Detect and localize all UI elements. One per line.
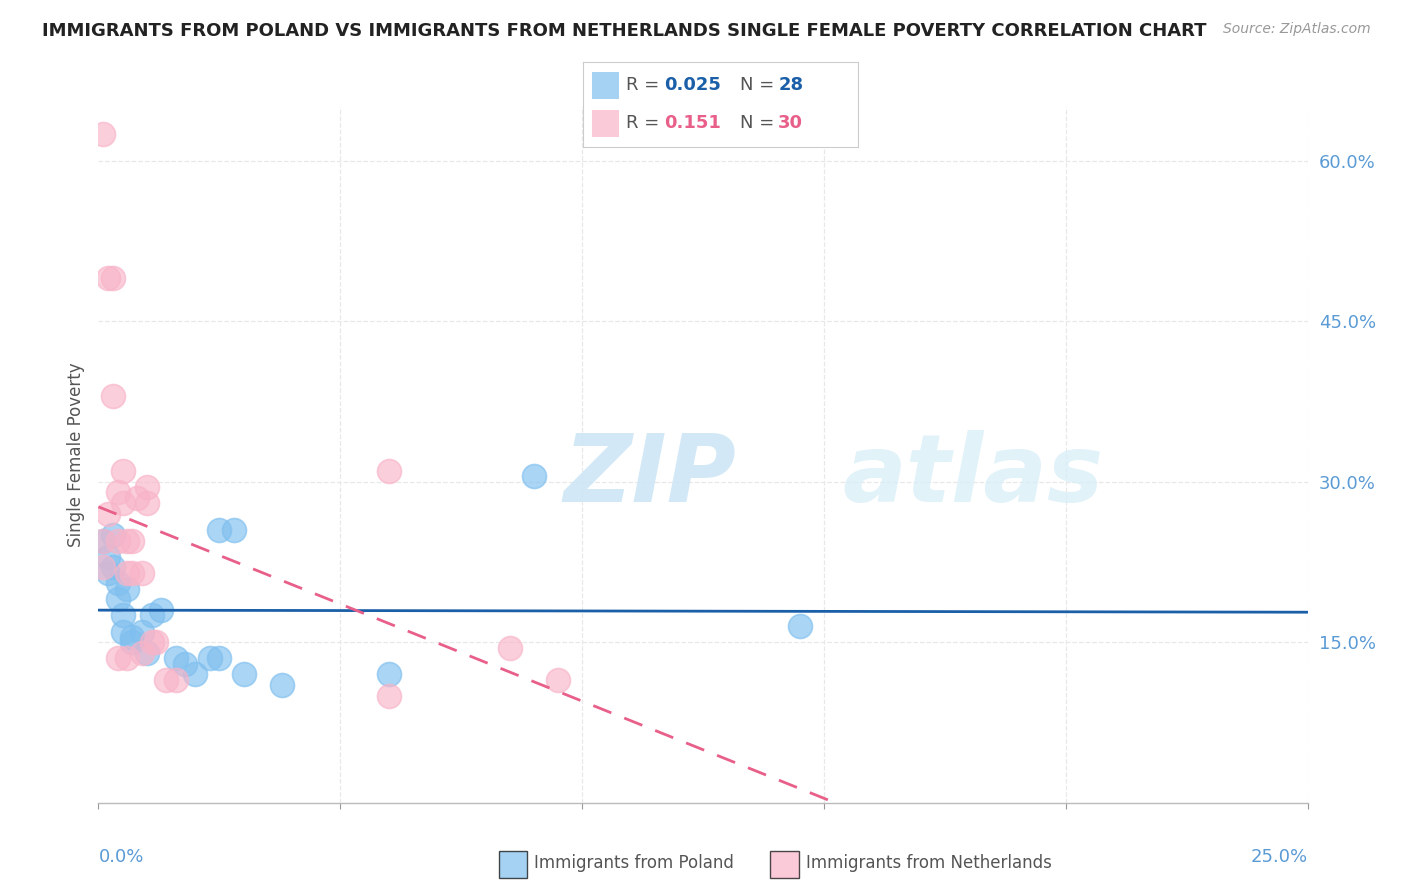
Text: 30: 30 xyxy=(778,114,803,132)
Point xyxy=(97,549,120,564)
Point xyxy=(91,533,114,548)
Point xyxy=(155,673,177,687)
Text: N =: N = xyxy=(740,114,780,132)
Point xyxy=(117,533,139,548)
Bar xyxy=(592,110,619,137)
Point xyxy=(101,389,124,403)
Text: Immigrants from Poland: Immigrants from Poland xyxy=(534,855,734,872)
Text: 25.0%: 25.0% xyxy=(1250,848,1308,866)
Point xyxy=(145,635,167,649)
Point xyxy=(523,469,546,483)
Point xyxy=(789,619,811,633)
Text: 28: 28 xyxy=(778,77,803,95)
Point xyxy=(232,667,254,681)
Point xyxy=(91,560,114,574)
Point xyxy=(135,496,157,510)
Text: 0.0%: 0.0% xyxy=(98,848,143,866)
Point xyxy=(208,651,231,665)
Text: N =: N = xyxy=(740,77,780,95)
Point xyxy=(135,646,157,660)
Bar xyxy=(592,71,619,99)
Point xyxy=(150,603,173,617)
Point xyxy=(97,271,120,285)
Point xyxy=(184,667,207,681)
Point xyxy=(208,523,231,537)
Point xyxy=(117,566,139,580)
Point xyxy=(271,678,294,692)
Point xyxy=(135,480,157,494)
Point xyxy=(121,635,143,649)
Point xyxy=(141,608,163,623)
Point xyxy=(97,507,120,521)
Text: Source: ZipAtlas.com: Source: ZipAtlas.com xyxy=(1223,22,1371,37)
Point xyxy=(547,673,569,687)
Point xyxy=(165,651,187,665)
Text: IMMIGRANTS FROM POLAND VS IMMIGRANTS FROM NETHERLANDS SINGLE FEMALE POVERTY CORR: IMMIGRANTS FROM POLAND VS IMMIGRANTS FRO… xyxy=(42,22,1206,40)
Point xyxy=(91,127,114,141)
Point xyxy=(117,582,139,596)
Point xyxy=(377,689,399,703)
Point xyxy=(121,533,143,548)
Text: 0.151: 0.151 xyxy=(665,114,721,132)
Point xyxy=(107,576,129,591)
Point xyxy=(165,673,187,687)
Point xyxy=(107,651,129,665)
Point xyxy=(107,485,129,500)
Text: Immigrants from Netherlands: Immigrants from Netherlands xyxy=(806,855,1052,872)
Point xyxy=(198,651,221,665)
Point xyxy=(117,651,139,665)
Text: atlas: atlas xyxy=(842,430,1104,522)
Point xyxy=(121,630,143,644)
Point xyxy=(377,464,399,478)
Point xyxy=(121,566,143,580)
Y-axis label: Single Female Poverty: Single Female Poverty xyxy=(66,363,84,547)
Point xyxy=(131,566,153,580)
Point xyxy=(107,533,129,548)
Point xyxy=(174,657,197,671)
Point xyxy=(498,640,520,655)
Point xyxy=(111,624,134,639)
Point xyxy=(101,528,124,542)
Point xyxy=(97,566,120,580)
Text: R =: R = xyxy=(626,77,665,95)
Text: ZIP: ZIP xyxy=(564,430,737,522)
Point xyxy=(101,560,124,574)
Text: R =: R = xyxy=(626,114,671,132)
Point xyxy=(111,464,134,478)
Point xyxy=(127,491,149,505)
Point xyxy=(91,533,114,548)
Point xyxy=(111,496,134,510)
Point xyxy=(377,667,399,681)
Point xyxy=(141,635,163,649)
Point xyxy=(111,608,134,623)
Text: 0.025: 0.025 xyxy=(665,77,721,95)
Point xyxy=(101,271,124,285)
Point xyxy=(107,592,129,607)
Point xyxy=(131,624,153,639)
Point xyxy=(222,523,245,537)
Point xyxy=(131,646,153,660)
